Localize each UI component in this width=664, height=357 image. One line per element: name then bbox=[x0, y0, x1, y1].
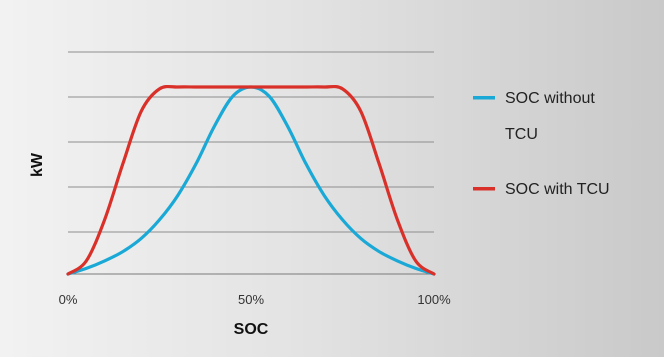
legend-item-with-tcu: SOC with TCU bbox=[473, 181, 610, 198]
legend-swatch-with-tcu bbox=[473, 187, 495, 191]
x-tick-label: 100% bbox=[417, 292, 451, 307]
legend-swatch-without-tcu bbox=[473, 96, 495, 100]
x-axis-title: SOC bbox=[234, 321, 269, 338]
x-tick-labels: 0% 50% 100% bbox=[59, 292, 451, 307]
series-line-with-tcu bbox=[66, 84, 436, 276]
grid-lines bbox=[68, 51, 434, 233]
legend-label-without-tcu-line2: TCU bbox=[505, 126, 538, 143]
series-line-without-tcu bbox=[66, 85, 436, 276]
legend-label-without-tcu: SOC without bbox=[505, 90, 595, 107]
legend-label-with-tcu: SOC with TCU bbox=[505, 181, 610, 198]
legend-item-without-tcu: SOC without TCU bbox=[473, 90, 595, 143]
legend: SOC without TCU SOC with TCU bbox=[473, 90, 610, 198]
y-axis-title: kW bbox=[29, 152, 46, 177]
x-tick-label: 50% bbox=[238, 292, 264, 307]
series-layer bbox=[66, 84, 436, 276]
x-tick-label: 0% bbox=[59, 292, 78, 307]
